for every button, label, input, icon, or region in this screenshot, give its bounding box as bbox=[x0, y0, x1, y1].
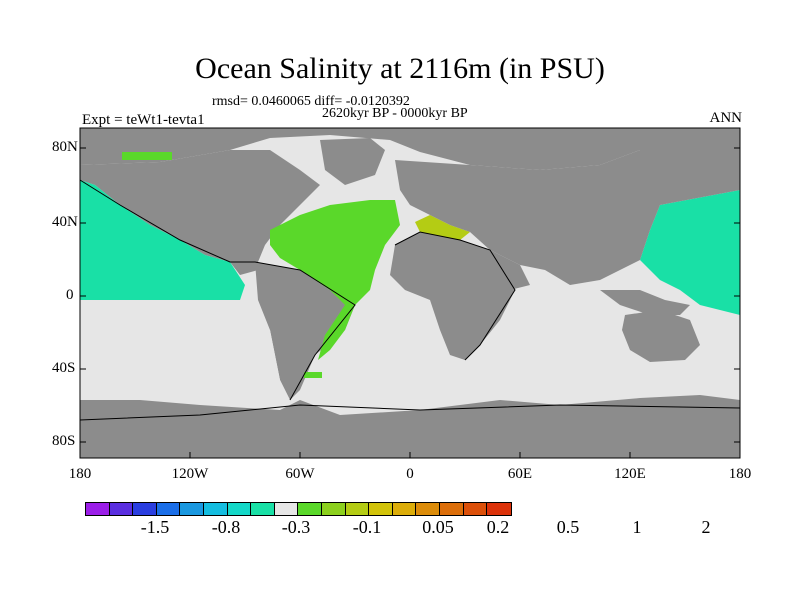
lon-label: 60W bbox=[285, 466, 315, 482]
colorbar-label: -0.1 bbox=[352, 517, 382, 537]
lat-label: 40S bbox=[52, 360, 76, 376]
lat-label: 80S bbox=[52, 433, 76, 449]
colorbar-label: 0.2 bbox=[486, 517, 510, 537]
colorbar-box bbox=[321, 503, 346, 515]
colorbar-box bbox=[180, 503, 204, 515]
colorbar bbox=[85, 502, 512, 516]
coastline bbox=[79, 404, 741, 421]
lon-label: 180 bbox=[68, 466, 92, 482]
south-america-land bbox=[255, 262, 355, 400]
experiment-label: Expt = teWt1-tevta1 bbox=[82, 112, 205, 128]
colorbar-box bbox=[487, 503, 511, 515]
lat-label: 0 bbox=[66, 287, 74, 303]
maritime-continent-land bbox=[600, 290, 690, 315]
lon-label: 120E bbox=[614, 466, 646, 482]
arabia-land bbox=[490, 250, 530, 290]
pacific-north-anomaly bbox=[80, 180, 245, 300]
colorbar-box bbox=[156, 503, 181, 515]
map-title: Ocean Salinity at 2116m (in PSU) bbox=[195, 52, 605, 85]
colorbar-box bbox=[416, 503, 440, 515]
colorbar-box bbox=[274, 503, 299, 515]
colorbar-box bbox=[439, 503, 464, 515]
colorbar-box bbox=[203, 503, 228, 515]
africa-land bbox=[390, 232, 515, 360]
greenland-land bbox=[320, 138, 385, 185]
colorbar-box bbox=[251, 503, 275, 515]
west-pacific-anomaly bbox=[640, 190, 740, 315]
colorbar-label: 2 bbox=[701, 517, 711, 537]
colorbar-box bbox=[392, 503, 417, 515]
island-patch bbox=[122, 152, 172, 160]
australia-land bbox=[622, 310, 700, 362]
colorbar-label: 1 bbox=[632, 517, 642, 537]
colorbar-box bbox=[86, 503, 110, 515]
season-label: ANN bbox=[709, 110, 743, 126]
colorbar-label: -1.5 bbox=[140, 517, 170, 537]
colorbar-box bbox=[345, 503, 370, 515]
coastline bbox=[394, 231, 516, 361]
colorbar-box bbox=[133, 503, 157, 515]
colorbar-box bbox=[369, 503, 393, 515]
colorbar-box bbox=[109, 503, 134, 515]
lat-label: 40N bbox=[52, 214, 78, 230]
lon-label: 0 bbox=[406, 466, 414, 482]
lon-label: 120W bbox=[171, 466, 209, 482]
colorbar-box bbox=[298, 503, 322, 515]
colorbar-label: -0.3 bbox=[281, 517, 311, 537]
north-america-land bbox=[80, 150, 320, 262]
eurasia-land bbox=[395, 150, 740, 285]
island-patch bbox=[304, 372, 322, 378]
southern-ocean-band bbox=[80, 315, 290, 400]
colorbar-label: 0.5 bbox=[556, 517, 580, 537]
stats-line: rmsd= 0.0460065 diff= -0.0120392 bbox=[212, 94, 410, 109]
period-label: 2620kyr BP - 0000kyr BP bbox=[322, 106, 468, 121]
colorbar-box bbox=[463, 503, 488, 515]
central-america-land bbox=[230, 262, 258, 275]
lon-ticks bbox=[79, 452, 741, 458]
lat-ticks bbox=[80, 147, 740, 443]
lon-label: 60E bbox=[507, 466, 533, 482]
lon-label: 180 bbox=[728, 466, 752, 482]
colorbar-box bbox=[227, 503, 252, 515]
arctic-land bbox=[80, 128, 740, 170]
colorbar-label: -0.8 bbox=[211, 517, 241, 537]
coastline bbox=[79, 179, 356, 401]
atlantic-anomaly bbox=[270, 200, 400, 360]
colorbar-label: 0.05 bbox=[422, 517, 454, 537]
lat-label: 80N bbox=[52, 139, 78, 155]
